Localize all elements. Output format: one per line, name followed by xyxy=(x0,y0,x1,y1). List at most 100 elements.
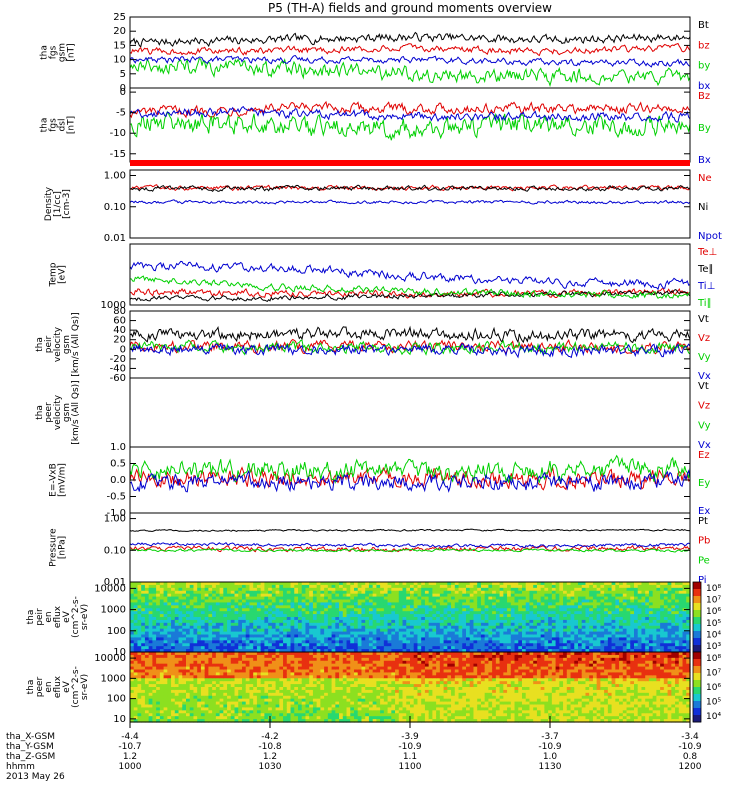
spectrogram-cell xyxy=(204,596,209,601)
spectrogram-cell xyxy=(451,640,456,644)
legend-entry: Vz xyxy=(698,401,710,412)
spectrogram-cell xyxy=(559,634,564,639)
spectrogram-cell xyxy=(402,637,407,641)
spectrogram-cell xyxy=(286,617,292,621)
spectrogram-cell xyxy=(447,646,452,650)
spectrogram-cell xyxy=(212,593,217,598)
spectrogram-cell xyxy=(290,587,295,592)
spectrogram-cell xyxy=(462,631,467,636)
spectrogram-cell xyxy=(178,692,183,697)
spectrogram-cell xyxy=(148,587,153,592)
spectrogram-cell xyxy=(189,649,195,653)
spectrogram-cell xyxy=(678,599,684,604)
spectrogram-cell xyxy=(256,614,262,618)
spectrogram-cell xyxy=(499,622,504,627)
spectrogram-cell xyxy=(607,584,613,589)
spectrogram-cell xyxy=(458,602,463,606)
spectrogram-cell xyxy=(421,637,426,641)
spectrogram-cell xyxy=(600,614,605,618)
spectrogram-cell xyxy=(245,672,251,676)
spectrogram-cell xyxy=(152,687,157,691)
spectrogram-cell xyxy=(622,634,628,639)
legend-entry: Vx xyxy=(698,371,711,382)
spectrogram-cell xyxy=(130,599,135,604)
spectrogram-cell xyxy=(219,657,224,662)
spectrogram-cell xyxy=(286,649,292,653)
spectrogram-cell xyxy=(402,649,407,653)
spectrogram-cell xyxy=(167,710,172,714)
series-By-line xyxy=(129,110,691,141)
spectrogram-cell xyxy=(212,599,217,604)
spectrogram-cell xyxy=(495,643,501,647)
colorbar-segment xyxy=(693,604,701,607)
spectrogram-cell xyxy=(215,614,221,618)
spectrogram-cell xyxy=(245,663,251,668)
spectrogram-cell xyxy=(260,692,265,697)
spectrogram-cell xyxy=(555,619,560,624)
spectrogram-cell xyxy=(152,666,157,671)
spectrogram-cell xyxy=(230,625,236,630)
spectrogram-cell xyxy=(342,596,348,601)
spectrogram-cell xyxy=(454,596,460,601)
spectrogram-cell xyxy=(592,608,598,612)
spectrogram-cell xyxy=(301,599,307,604)
spectrogram-cell xyxy=(200,719,206,723)
spectrogram-cell xyxy=(186,666,191,671)
spectrogram-cell xyxy=(630,593,635,598)
spectrogram-cell xyxy=(264,619,269,624)
spectrogram-cell xyxy=(215,681,221,685)
spectrogram-cell xyxy=(256,675,262,679)
spectrogram-cell xyxy=(596,631,601,636)
spectrogram-cell xyxy=(260,605,265,609)
spectrogram-cell xyxy=(424,602,430,606)
spectrogram-cell xyxy=(137,590,142,595)
spectrogram-cell xyxy=(678,602,684,606)
spectrogram-cell xyxy=(484,643,489,647)
spectrogram-cell xyxy=(578,599,583,604)
spectrogram-cell xyxy=(271,678,277,682)
spectrogram-cell xyxy=(193,669,198,674)
spectrogram-cell xyxy=(619,608,624,612)
spectrogram-cell xyxy=(167,631,172,636)
spectrogram-cell xyxy=(592,584,598,589)
spectrogram-cell xyxy=(163,587,168,592)
spectrogram-cell xyxy=(324,634,329,639)
spectrogram-cell xyxy=(200,707,206,711)
spectrogram-cell xyxy=(212,637,217,641)
spectrogram-cell xyxy=(667,608,672,612)
spectrogram-cell xyxy=(563,584,568,589)
spectrogram-cell xyxy=(200,643,206,647)
spectrogram-cell xyxy=(395,605,400,609)
spectrogram-cell xyxy=(245,666,251,671)
spectrogram-cell xyxy=(424,617,430,621)
spectrogram-cell xyxy=(540,646,545,650)
spectrogram-cell xyxy=(144,684,150,688)
spectrogram-cell xyxy=(346,608,351,612)
legend-entry: Vz xyxy=(698,333,710,344)
spectrogram-cell xyxy=(495,605,501,609)
spectrogram-cell xyxy=(264,716,269,720)
spectrogram-cell xyxy=(245,716,251,720)
spectrogram-cell xyxy=(324,637,329,641)
spectrogram-cell xyxy=(626,617,631,621)
spectrogram-cell xyxy=(637,625,643,630)
spectrogram-cell xyxy=(585,617,590,621)
spectrogram-cell xyxy=(454,602,460,606)
spectrogram-cell xyxy=(249,704,254,709)
spectrogram-cell xyxy=(574,599,579,604)
spectrogram-cell xyxy=(477,611,482,615)
spectrogram-cell xyxy=(268,666,273,671)
spectrogram-cell xyxy=(309,643,314,647)
y-axis-label: [mV/m] xyxy=(58,463,68,497)
spectrogram-cell xyxy=(204,698,209,703)
spectrogram-cell xyxy=(193,692,198,697)
spectrogram-cell xyxy=(395,587,400,592)
spectrogram-cell xyxy=(607,625,613,630)
spectrogram-cell xyxy=(294,646,299,650)
spectrogram-cell xyxy=(197,672,202,676)
spectrogram-cell xyxy=(260,614,265,618)
spectrogram-cell xyxy=(641,646,646,650)
spectrogram-cell xyxy=(622,619,628,624)
spectrogram-cell xyxy=(451,617,456,621)
spectrogram-cell xyxy=(260,684,265,688)
